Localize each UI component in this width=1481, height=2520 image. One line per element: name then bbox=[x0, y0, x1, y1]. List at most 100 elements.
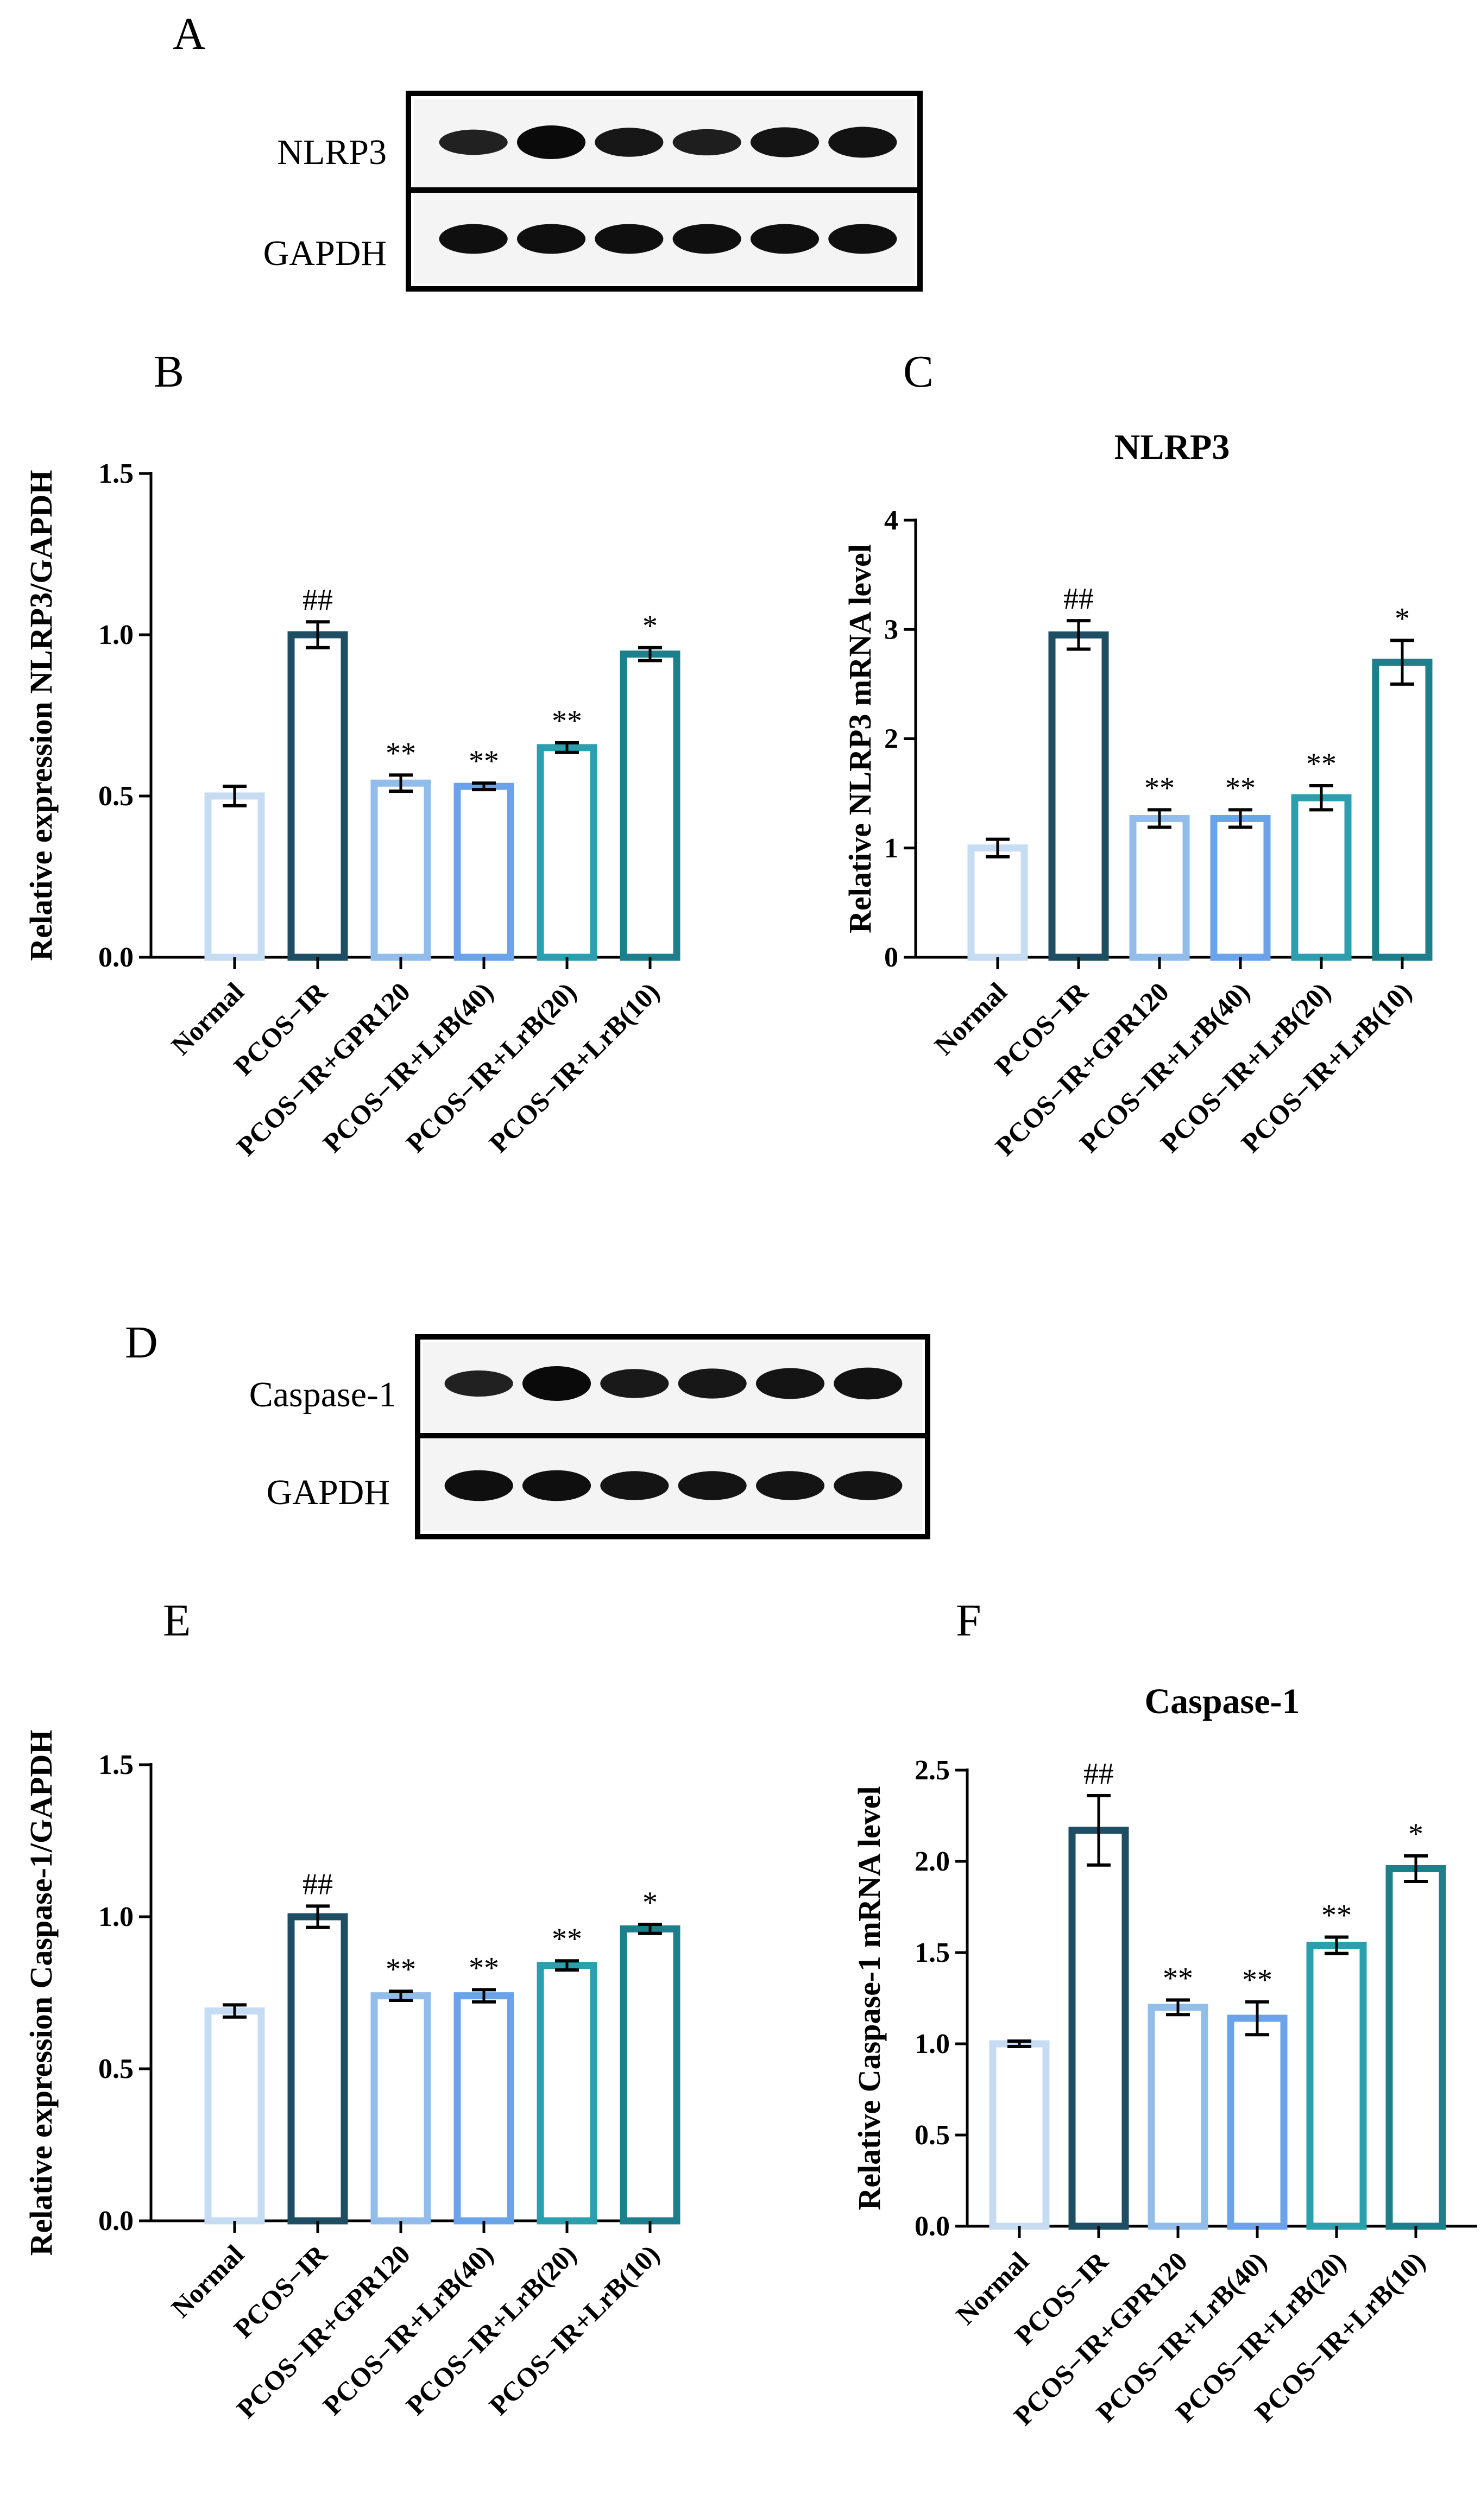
chart-f: Caspase-1 0.0 0.5 1.0 1.5 2.0 2.5 Relative Casp… bbox=[852, 1682, 1477, 2431]
blot-d-label-bottom: GAPDH bbox=[267, 1473, 390, 1512]
bar bbox=[287, 631, 348, 961]
blot-a-bands-top bbox=[439, 125, 897, 159]
y-tick-label: 2 bbox=[884, 724, 898, 755]
bar bbox=[453, 782, 514, 961]
bar bbox=[370, 1992, 431, 2225]
significance-marker: ** bbox=[552, 1922, 582, 1956]
blot-a-label-bottom: GAPDH bbox=[263, 233, 387, 273]
blot-band bbox=[522, 1366, 591, 1401]
panel-letter-c: C bbox=[903, 346, 934, 397]
blot-band bbox=[600, 1369, 669, 1398]
blot-band bbox=[834, 1471, 903, 1500]
chart-b: 0.0 0.5 1.0 1.5 Relative expression NLRP3/GA… bbox=[23, 458, 680, 1161]
y-tick-label: 2.0 bbox=[915, 1846, 950, 1877]
bar bbox=[989, 2040, 1050, 2230]
blot-band bbox=[600, 1471, 669, 1500]
y-tick-label: 4 bbox=[884, 505, 898, 536]
blot-band bbox=[834, 1367, 903, 1400]
blot-band bbox=[750, 127, 820, 157]
blot-d-bands-top bbox=[444, 1366, 903, 1401]
significance-marker: ** bbox=[552, 704, 582, 738]
significance-marker: ** bbox=[1225, 771, 1256, 805]
y-tick-label: 1.0 bbox=[915, 2029, 950, 2060]
bar bbox=[370, 779, 431, 961]
y-tick-label: 1.0 bbox=[98, 1902, 134, 1932]
blot-band bbox=[828, 224, 897, 254]
blot-band bbox=[755, 1471, 825, 1500]
blot-band bbox=[522, 1470, 591, 1501]
bar bbox=[537, 1962, 597, 2225]
blot-band bbox=[595, 224, 664, 254]
y-tick-label: 1.5 bbox=[98, 1750, 134, 1780]
bar bbox=[1372, 659, 1433, 961]
bar bbox=[1210, 814, 1271, 961]
y-tick-label: 0.5 bbox=[98, 2054, 134, 2085]
y-tick-label: 0 bbox=[884, 942, 898, 973]
blot-band bbox=[755, 1368, 825, 1399]
blot-band bbox=[828, 127, 897, 158]
y-tick-label: 0.5 bbox=[98, 781, 134, 812]
y-axis-label: Relative Caspase-1 mRNA level bbox=[852, 1786, 887, 2210]
blot-band bbox=[444, 1470, 513, 1501]
y-tick-label: 1.5 bbox=[98, 458, 134, 489]
bar bbox=[620, 1925, 680, 2225]
bar bbox=[1148, 2004, 1208, 2230]
y-axis-label: Relative NLRP3 mRNA level bbox=[842, 544, 878, 933]
blot-band bbox=[678, 1368, 747, 1399]
significance-marker: ** bbox=[386, 736, 416, 770]
panel-letter-f: F bbox=[956, 1595, 981, 1646]
y-axis-label: Relative expression Caspase-1/GAPDH bbox=[23, 1730, 59, 2256]
bar bbox=[1385, 1865, 1446, 2230]
panel-letter-a: A bbox=[173, 9, 206, 59]
significance-marker: ** bbox=[469, 744, 499, 778]
blot-band bbox=[672, 129, 741, 156]
western-blot-a: NLRP3 GAPDH bbox=[263, 91, 923, 292]
blot-d-bands-bottom bbox=[444, 1470, 903, 1501]
bar bbox=[1306, 1942, 1367, 2230]
y-axis-label: Relative expression NLRP3/GAPDH bbox=[23, 470, 59, 961]
blot-band bbox=[678, 1471, 747, 1500]
blot-band bbox=[672, 224, 741, 254]
bar bbox=[967, 844, 1028, 961]
significance-marker: ** bbox=[1163, 1961, 1193, 1995]
blot-band bbox=[439, 224, 508, 254]
bar bbox=[204, 792, 265, 961]
category-label: Normal bbox=[165, 2239, 250, 2323]
significance-marker: * bbox=[642, 1886, 658, 1919]
bar bbox=[1227, 2014, 1288, 2230]
blot-band bbox=[439, 129, 508, 155]
significance-marker: ## bbox=[1083, 1757, 1114, 1791]
blot-band bbox=[750, 224, 820, 254]
blot-a-label-top: NLRP3 bbox=[277, 132, 387, 172]
blot-a-bands-bottom bbox=[439, 224, 897, 254]
western-blot-d: Caspase-1 GAPDH bbox=[249, 1334, 930, 1539]
significance-marker: ** bbox=[386, 1953, 416, 1986]
bar bbox=[1048, 631, 1109, 961]
bar bbox=[1129, 814, 1190, 961]
chart-e: 0.0 0.5 1.0 1.5 Relative expression Caspase-… bbox=[23, 1730, 680, 2424]
significance-marker: ## bbox=[1063, 582, 1094, 616]
category-label: Normal bbox=[165, 976, 250, 1061]
chart-title: Caspase-1 bbox=[1144, 1682, 1300, 1721]
significance-marker: * bbox=[1408, 1817, 1423, 1851]
panel-letter-b: B bbox=[154, 346, 184, 397]
bar bbox=[453, 1992, 514, 2225]
y-tick-label: 0.0 bbox=[98, 942, 134, 973]
blot-band bbox=[595, 128, 664, 157]
y-tick-label: 1 bbox=[884, 833, 898, 864]
significance-marker: ## bbox=[302, 583, 333, 617]
y-tick-label: 1.5 bbox=[915, 1937, 950, 1968]
blot-d-label-top: Caspase-1 bbox=[249, 1375, 396, 1414]
y-tick-label: 0.5 bbox=[915, 2120, 950, 2151]
significance-marker: ** bbox=[1306, 747, 1337, 781]
y-tick-label: 2.5 bbox=[915, 1755, 950, 1786]
bar bbox=[620, 650, 680, 961]
y-tick-label: 0.0 bbox=[98, 2206, 134, 2237]
significance-marker: ** bbox=[1144, 771, 1175, 805]
significance-marker: ** bbox=[469, 1951, 499, 1985]
y-tick-label: 1.0 bbox=[98, 620, 134, 650]
blot-band bbox=[516, 224, 586, 254]
significance-marker: * bbox=[642, 609, 658, 643]
